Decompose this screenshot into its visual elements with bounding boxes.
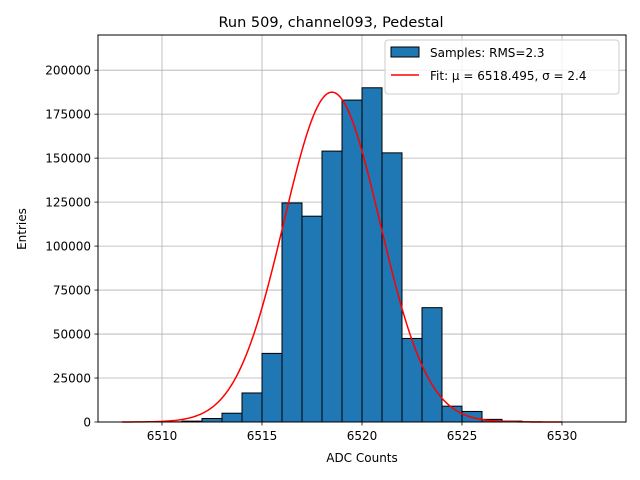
legend-box <box>384 39 620 95</box>
histogram-bar <box>201 417 223 423</box>
histogram-bar <box>301 215 323 423</box>
x-tick-label: 6515 <box>247 429 278 443</box>
x-tick-label: 6510 <box>147 429 178 443</box>
x-tick-label: 6520 <box>347 429 378 443</box>
y-tick-label: 75000 <box>53 284 91 298</box>
x-axis-ticks: 6510 6515 6520 6525 6530 <box>147 422 578 443</box>
histogram-bar <box>221 412 243 423</box>
histogram-bar <box>321 150 343 423</box>
histogram-bars <box>161 87 543 423</box>
histogram-bar <box>341 99 363 423</box>
y-axis-label: Entries <box>15 208 29 250</box>
histogram-bar <box>361 87 383 423</box>
y-axis-ticks: 0 25000 50000 75000 100000 125000 150000 175000… <box>45 64 98 430</box>
histogram-bar <box>381 152 403 423</box>
y-tick-label: 150000 <box>45 152 91 166</box>
y-tick-label: 100000 <box>45 240 91 254</box>
histogram-bar <box>441 405 463 423</box>
y-tick-label: 200000 <box>45 64 91 78</box>
y-tick-label: 175000 <box>45 108 91 122</box>
histogram-bar <box>401 337 423 423</box>
legend-fit-label: Fit: μ = 6518.495, σ = 2.4 <box>430 69 587 83</box>
histogram-bar <box>241 392 263 423</box>
x-axis-label: ADC Counts <box>326 451 398 465</box>
histogram-bar <box>281 202 303 423</box>
x-tick-label: 6525 <box>447 429 478 443</box>
fit-curve <box>121 91 562 423</box>
fit-curve-layer <box>121 91 562 423</box>
y-tick-label: 50000 <box>53 328 91 342</box>
chart-title: Run 509, channel093, Pedestal <box>218 15 443 31</box>
histogram-bar <box>261 352 283 423</box>
legend-histogram-swatch <box>390 46 420 58</box>
y-tick-label: 0 <box>83 416 91 430</box>
legend-histogram-label: Samples: RMS=2.3 <box>430 46 545 60</box>
y-tick-label: 125000 <box>45 196 91 210</box>
histogram-bar <box>421 307 443 423</box>
x-tick-label: 6530 <box>547 429 578 443</box>
legend: Samples: RMS=2.3 Fit: μ = 6518.495, σ = … <box>384 39 620 95</box>
y-tick-label: 25000 <box>53 372 91 386</box>
